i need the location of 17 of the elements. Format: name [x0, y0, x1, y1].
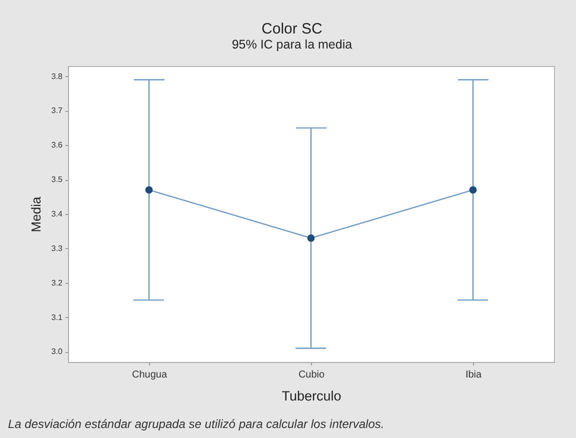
x-tick-label: Chugua [132, 370, 168, 380]
x-tick-label: Ibia [465, 370, 482, 380]
y-axis-title: Media [28, 196, 44, 232]
y-tick-label: 3.7 [51, 106, 64, 116]
y-tick-label: 3.0 [51, 347, 64, 356]
y-tick-label: 3.1 [51, 312, 64, 322]
y-tick-label: 3.2 [51, 278, 64, 288]
text: La desviación estándar agrupada se utilizó para calcular los intervalos. [8, 417, 384, 431]
x-axis-title: Tuberculo [282, 388, 342, 404]
y-tick-label: 3.5 [51, 175, 64, 184]
y-tick-label: 3.6 [51, 140, 64, 150]
chart-subtitle: 95% IC para la media [232, 38, 352, 52]
y-tick-label: 3.4 [51, 210, 64, 218]
chart-title: Color SC [262, 20, 323, 38]
y-tick-label: 3.8 [51, 72, 64, 81]
y-tick-label: 3.3 [51, 244, 64, 253]
x-tick-label: Cubio [298, 370, 325, 380]
